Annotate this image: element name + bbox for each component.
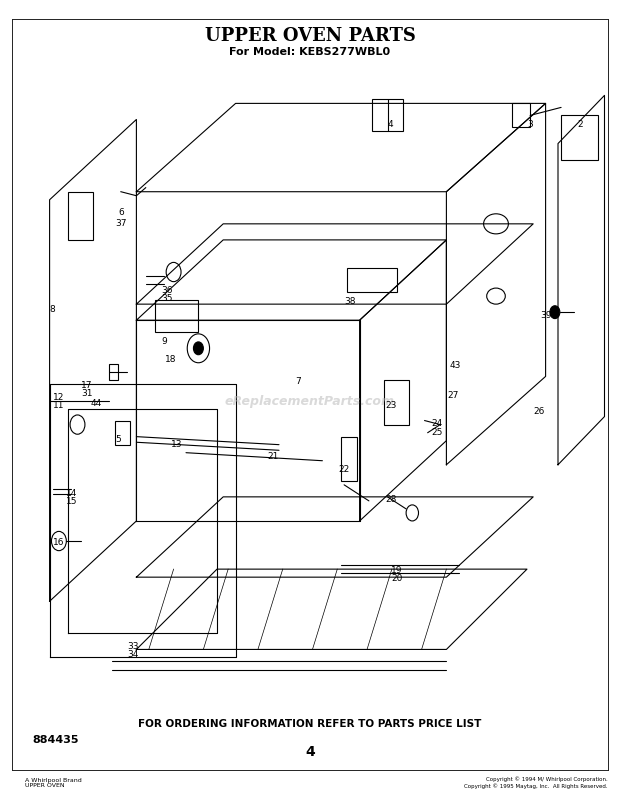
Text: 4: 4	[388, 119, 394, 129]
Bar	[561, 116, 598, 160]
Text: 25: 25	[432, 427, 443, 436]
Circle shape	[550, 306, 560, 319]
Text: 12: 12	[53, 392, 64, 402]
Text: A Whirlpool Brand
UPPER OVEN: A Whirlpool Brand UPPER OVEN	[25, 776, 82, 788]
Circle shape	[193, 342, 203, 355]
Bar	[341, 437, 356, 481]
Text: eReplacementParts.com: eReplacementParts.com	[225, 395, 395, 407]
Text: 6: 6	[118, 208, 124, 217]
Text: 14: 14	[66, 488, 77, 498]
Bar	[68, 192, 93, 241]
Text: 5: 5	[115, 434, 121, 444]
Text: 38: 38	[345, 296, 356, 306]
Text: 36: 36	[162, 286, 173, 295]
Text: 21: 21	[267, 451, 278, 460]
Text: FOR ORDERING INFORMATION REFER TO PARTS PRICE LIST: FOR ORDERING INFORMATION REFER TO PARTS …	[138, 719, 482, 728]
Text: 16: 16	[53, 537, 64, 546]
Text: 3: 3	[527, 119, 533, 129]
Bar	[512, 104, 530, 128]
Text: 23: 23	[385, 400, 396, 410]
Text: For Model: KEBS277WBL0: For Model: KEBS277WBL0	[229, 47, 391, 57]
Text: 20: 20	[391, 573, 402, 582]
Text: 18: 18	[165, 354, 176, 364]
Text: 11: 11	[53, 400, 64, 410]
Bar	[384, 381, 409, 425]
Text: 2: 2	[577, 119, 583, 129]
Bar	[115, 421, 130, 445]
Text: 33: 33	[128, 641, 139, 650]
Text: 37: 37	[115, 218, 126, 228]
Text: 43: 43	[450, 360, 461, 370]
Text: Copyright © 1994 M/ Whirlpool Corporation.
Copyright © 1995 Maytag, Inc.  All Ri: Copyright © 1994 M/ Whirlpool Corporatio…	[464, 776, 608, 788]
Text: 27: 27	[447, 390, 458, 399]
Text: 34: 34	[128, 649, 139, 658]
Text: 13: 13	[171, 439, 182, 448]
Text: 15: 15	[66, 496, 77, 506]
Text: 35: 35	[162, 294, 173, 303]
Bar	[347, 269, 397, 293]
Text: 31: 31	[81, 388, 92, 398]
Text: 22: 22	[339, 464, 350, 474]
Text: 884435: 884435	[32, 735, 79, 744]
Text: 7: 7	[294, 376, 301, 386]
Text: 4: 4	[305, 744, 315, 759]
Text: 17: 17	[81, 380, 92, 390]
Text: 39: 39	[540, 310, 551, 320]
Text: 26: 26	[534, 406, 545, 415]
Bar	[108, 365, 118, 381]
Text: 44: 44	[91, 398, 102, 407]
Text: 9: 9	[161, 336, 167, 346]
Text: 19: 19	[391, 565, 402, 574]
Text: UPPER OVEN PARTS: UPPER OVEN PARTS	[205, 27, 415, 45]
Text: 8: 8	[50, 304, 56, 314]
Text: 28: 28	[385, 494, 396, 504]
Bar	[155, 301, 198, 333]
Bar	[372, 100, 403, 132]
Text: 24: 24	[432, 419, 443, 428]
